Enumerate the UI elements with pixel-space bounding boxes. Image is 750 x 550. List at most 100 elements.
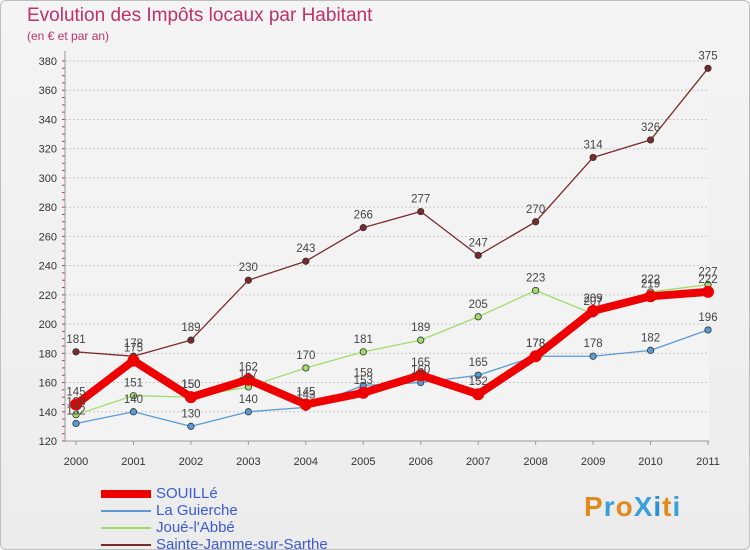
- series-2-data-label: 227: [698, 267, 717, 279]
- series-2-data-label: 150: [181, 379, 200, 391]
- series-1-data-label: 182: [641, 332, 660, 344]
- series-0-point: [702, 285, 714, 298]
- chart-title: Evolution des Impôts locaux par Habitant: [27, 5, 373, 26]
- series-0-data-label: 150: [181, 379, 200, 391]
- series-3-point: [646, 136, 655, 144]
- series-1-point: [704, 326, 712, 334]
- series-1-data-label: 165: [469, 357, 488, 369]
- series-3-data-label: 230: [239, 262, 258, 274]
- series-3-data-label: 243: [296, 243, 315, 255]
- y-tick-label: 300: [39, 173, 57, 185]
- series-3-point: [589, 153, 597, 162]
- series-2-point: [302, 364, 310, 372]
- x-tick-label: 2000: [64, 456, 88, 468]
- series-1-data-label: 143: [296, 389, 315, 401]
- legend-swatch: [101, 510, 151, 512]
- series-2-data-label: 170: [296, 350, 315, 362]
- series-3-point: [302, 257, 310, 265]
- series-1-point: [187, 422, 195, 430]
- series-1-data-label: 140: [124, 394, 143, 406]
- series-3-data-label: 375: [698, 50, 717, 62]
- series-2-data-label: 222: [641, 274, 660, 286]
- series-0-point: [299, 398, 312, 411]
- x-tick-label: 2002: [179, 456, 203, 468]
- series-2-data-label: 207: [583, 296, 602, 308]
- series-3-data-label: 189: [181, 322, 200, 334]
- x-tick-label: 2008: [523, 456, 547, 468]
- series-0-line: [72, 287, 712, 409]
- series-2-data-label: 151: [124, 378, 143, 390]
- series-2-point: [532, 286, 540, 295]
- series-1-data-label: 130: [181, 408, 200, 420]
- series-3-data-label: 178: [124, 338, 143, 350]
- series-3-data-label: 314: [583, 139, 603, 151]
- series-2-point: [474, 313, 482, 321]
- y-tick-label: 200: [39, 319, 57, 331]
- x-tick-label: 2003: [236, 456, 260, 468]
- series-0-data-label: 145: [66, 386, 85, 398]
- series-1-point: [474, 371, 482, 379]
- legend-label: Sainte-Jamme-sur-Sarthe: [156, 536, 328, 550]
- series-2-point: [417, 336, 425, 344]
- legend-item: SOUILLé: [101, 485, 401, 503]
- series-0-point: [70, 398, 82, 411]
- series-0-data-label: 222: [698, 274, 717, 286]
- x-tick-label: 2001: [121, 456, 145, 468]
- legend-swatch: [101, 527, 151, 529]
- series-2-data-label: 189: [411, 322, 430, 334]
- x-tick-label: 2009: [581, 456, 605, 468]
- y-tick-label: 180: [39, 348, 57, 360]
- x-tick-label: 2007: [466, 456, 490, 468]
- legend-item: Joué-l'Abbé: [101, 519, 401, 537]
- series-1-data-label: 178: [583, 338, 602, 350]
- y-tick-label: 260: [39, 231, 57, 243]
- series-0-data-label: 165: [411, 357, 430, 369]
- series-0-data-label: 152: [469, 376, 488, 388]
- series-3-data-label: 326: [641, 122, 660, 134]
- series-3-point: [474, 251, 482, 259]
- series-3-point: [704, 64, 712, 72]
- legend-label: SOUILLé: [156, 485, 218, 502]
- x-tick-label: 2006: [408, 456, 432, 468]
- series-0-data-label: 219: [641, 278, 660, 290]
- y-tick-label: 240: [39, 261, 57, 273]
- series-0-point: [644, 290, 657, 303]
- series-0-point: [587, 304, 600, 317]
- series-3-point: [244, 276, 252, 284]
- series-0-point: [472, 388, 485, 401]
- y-tick-label: 360: [39, 85, 57, 97]
- y-tick-label: 140: [39, 407, 57, 419]
- series-2-data-label: 223: [526, 272, 545, 284]
- series-1-point: [589, 352, 597, 360]
- legend-swatch: [101, 544, 151, 546]
- series-3-data-label: 277: [411, 194, 430, 206]
- series-1-data-label: 158: [354, 367, 373, 379]
- series-1-point: [244, 408, 252, 416]
- series-2-point: [129, 392, 138, 400]
- series-1-data-label: 196: [698, 312, 717, 324]
- plot-area: [65, 51, 709, 441]
- series-1-data-label: 178: [526, 338, 545, 350]
- series-0-point: [357, 386, 370, 399]
- series-0-data-label: 209: [583, 293, 602, 305]
- series-0-point: [184, 391, 197, 404]
- series-3-point: [72, 348, 80, 356]
- series-0-point: [529, 350, 542, 363]
- proxiti-logo: ProXiti: [584, 491, 682, 522]
- y-tick-label: 280: [39, 202, 57, 214]
- series-0-data-label: 153: [354, 375, 373, 387]
- legend-swatch: [101, 490, 151, 498]
- series-0-point: [242, 373, 255, 386]
- legend-label: Joué-l'Abbé: [156, 519, 235, 536]
- y-tick-label: 120: [39, 436, 57, 448]
- legend-label: La Guierche: [156, 502, 238, 519]
- x-tick-label: 2004: [294, 456, 318, 468]
- series-1-point: [129, 408, 138, 416]
- x-tick-label: 2010: [638, 456, 662, 468]
- series-1-data-label: 140: [239, 394, 258, 406]
- legend-item: Sainte-Jamme-sur-Sarthe: [101, 536, 401, 550]
- legend-item: La Guierche: [101, 502, 401, 520]
- series-1-point: [72, 419, 80, 428]
